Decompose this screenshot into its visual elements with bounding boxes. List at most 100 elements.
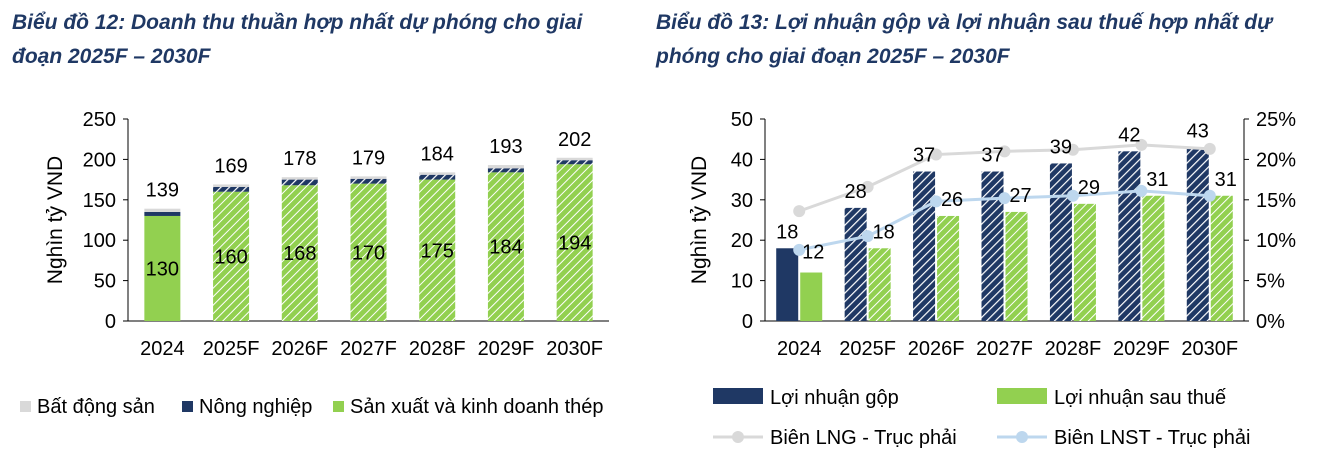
chart12-inner-label: 168 bbox=[283, 243, 316, 265]
chart13-bar-net-profit bbox=[1005, 211, 1028, 321]
chart12-bar-realestate bbox=[281, 177, 318, 180]
chart12-inner-label: 184 bbox=[489, 237, 522, 259]
chart12-y-tick-label: 150 bbox=[83, 190, 116, 212]
chart12-bar-steel bbox=[487, 172, 524, 321]
chart12-legend-label: Bất động sản bbox=[37, 396, 155, 418]
chart12-x-tick-label: 2029F bbox=[478, 338, 535, 360]
chart13-legend-label: Lợi nhuận gộp bbox=[770, 387, 899, 409]
chart12-y-tick-label: 50 bbox=[94, 271, 116, 293]
chart13-bar-gross-profit bbox=[1186, 147, 1209, 321]
chart12-total-label: 139 bbox=[146, 180, 179, 202]
chart13-legend-marker bbox=[1016, 431, 1028, 443]
chart13-y-tick-label: 20 bbox=[731, 230, 753, 252]
chart13-point-gross-margin bbox=[998, 145, 1011, 158]
chart13-gross-label: 37 bbox=[981, 145, 1003, 167]
chart13-net-label: 18 bbox=[873, 221, 895, 243]
chart12-bar-steel bbox=[350, 183, 387, 321]
chart13-point-gross-margin bbox=[1135, 138, 1148, 151]
chart12-bar-agri bbox=[487, 168, 524, 173]
chart13-point-gross-margin bbox=[793, 205, 806, 218]
chart13-y-axis-label: Nghìn tỷ VND bbox=[688, 156, 711, 284]
chart13-y2-tick-label: 5% bbox=[1256, 271, 1285, 293]
chart12-bar-steel bbox=[281, 185, 318, 321]
chart13-x-tick-label: 2024 bbox=[777, 338, 822, 360]
chart13-gross-label: 42 bbox=[1118, 124, 1140, 146]
chart13-legend-swatch bbox=[997, 388, 1047, 404]
chart12-x-tick-label: 2027F bbox=[340, 338, 397, 360]
chart13-legend-label: Biên LNG - Trục phải bbox=[770, 427, 957, 449]
chart13-bar-gross-profit bbox=[776, 248, 799, 321]
chart13-bar-gross-profit bbox=[1049, 163, 1072, 321]
chart13-gross-label: 18 bbox=[776, 221, 798, 243]
chart12-bar-steel bbox=[144, 215, 181, 321]
chart13-bar-gross-profit bbox=[913, 171, 936, 321]
chart13-y-tick-label: 10 bbox=[731, 271, 753, 293]
chart13-net-label: 29 bbox=[1078, 177, 1100, 199]
chart12-bar-agri bbox=[144, 211, 181, 216]
chart12-bar-agri bbox=[281, 179, 318, 186]
chart12-inner-label: 170 bbox=[352, 242, 385, 264]
chart13-point-gross-margin bbox=[930, 148, 943, 161]
chart13-y-tick-label: 40 bbox=[731, 149, 753, 171]
chart13-bar-gross-profit bbox=[981, 171, 1004, 321]
chart13-point-net-margin bbox=[1203, 189, 1216, 202]
chart13-point-gross-margin bbox=[1203, 142, 1216, 155]
chart13-y-tick-label: 0 bbox=[742, 311, 753, 333]
chart12-bar-realestate bbox=[487, 165, 524, 169]
chart12-total-label: 193 bbox=[489, 136, 522, 158]
chart12-x-tick-label: 2026F bbox=[271, 338, 328, 360]
chart13-x-tick-label: 2027F bbox=[976, 338, 1033, 360]
chart12-bar-agri bbox=[350, 178, 387, 184]
chart13-net-label: 26 bbox=[941, 189, 963, 211]
chart12-legend-swatch bbox=[333, 401, 344, 412]
chart12-inner-label: 130 bbox=[146, 258, 179, 280]
chart12-x-tick-label: 2024 bbox=[140, 338, 185, 360]
chart12-x-tick-label: 2028F bbox=[409, 338, 466, 360]
chart12-y-tick-label: 250 bbox=[83, 109, 116, 131]
chart13-x-tick-label: 2026F bbox=[908, 338, 965, 360]
chart12-legend-swatch bbox=[20, 401, 31, 412]
chart13-x-tick-label: 2030F bbox=[1181, 338, 1238, 360]
chart13-y-tick-label: 30 bbox=[731, 190, 753, 212]
chart12-y-tick-label: 200 bbox=[83, 149, 116, 171]
chart13-bar-net-profit bbox=[1073, 203, 1096, 321]
chart12-inner-label: 194 bbox=[558, 233, 591, 255]
chart12-x-tick-label: 2030F bbox=[546, 338, 603, 360]
chart13-bar-net-profit bbox=[800, 272, 823, 321]
chart13-gross-label: 28 bbox=[845, 181, 867, 203]
chart12-bar-steel bbox=[419, 179, 456, 321]
chart13-y2-tick-label: 25% bbox=[1256, 109, 1296, 131]
chart12-total-label: 202 bbox=[558, 129, 591, 151]
chart13-y-tick-label: 50 bbox=[731, 109, 753, 131]
chart13-x-tick-label: 2025F bbox=[839, 338, 896, 360]
chart12-legend-swatch bbox=[182, 401, 193, 412]
chart13-bar-net-profit bbox=[868, 248, 891, 321]
chart12-total-label: 179 bbox=[352, 147, 385, 169]
chart13-gross-label: 39 bbox=[1050, 136, 1072, 158]
chart12-bar-steel bbox=[213, 191, 250, 321]
chart12-y-tick-label: 100 bbox=[83, 230, 116, 252]
chart12-legend-label: Nông nghiệp bbox=[199, 396, 312, 418]
chart13-gross-label: 37 bbox=[913, 145, 935, 167]
chart13-point-net-margin bbox=[793, 243, 806, 256]
chart12-total-label: 169 bbox=[214, 155, 247, 177]
chart13-point-net-margin bbox=[930, 195, 943, 208]
chart12-bar-realestate bbox=[556, 157, 593, 161]
chart12-bar-realestate bbox=[419, 172, 456, 175]
chart13-legend-label: Lợi nhuận sau thuế bbox=[1054, 387, 1226, 409]
chart13-legend-marker bbox=[732, 431, 744, 443]
chart13-net-label: 12 bbox=[802, 242, 824, 264]
chart12-total-label: 178 bbox=[283, 148, 316, 170]
chart13-net-label: 31 bbox=[1146, 169, 1168, 191]
chart12-bar-realestate bbox=[144, 208, 181, 212]
chart13-x-tick-label: 2028F bbox=[1045, 338, 1102, 360]
chart13-point-net-margin bbox=[1135, 184, 1148, 197]
chart13-y2-tick-label: 10% bbox=[1256, 230, 1296, 252]
chart13-bar-net-profit bbox=[1142, 195, 1165, 321]
chart13-gross-label: 43 bbox=[1187, 120, 1209, 142]
chart13-point-net-margin bbox=[998, 192, 1011, 205]
chart13-bar-gross-profit bbox=[844, 207, 867, 321]
chart13-point-gross-margin bbox=[861, 180, 874, 193]
chart12-y-axis-label: Nghìn tỷ VND bbox=[44, 156, 67, 284]
chart12-inner-label: 160 bbox=[214, 246, 247, 268]
